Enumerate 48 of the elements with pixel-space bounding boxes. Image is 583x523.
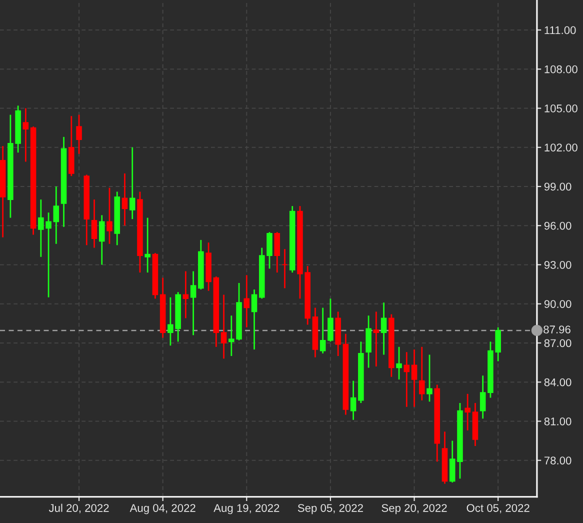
- ref-line-label: 87.96: [544, 326, 570, 334]
- candlestick: [366, 314, 372, 368]
- y-tick-label: 87.00: [544, 339, 572, 348]
- candlestick: [22, 108, 29, 162]
- x-tick-label: Aug 04, 2022: [130, 504, 196, 514]
- y-tick-label: 93.00: [544, 260, 572, 269]
- candlestick: [91, 198, 98, 248]
- y-tick-label: 102.00: [544, 144, 578, 152]
- y-tick-label: 108.00: [544, 65, 578, 74]
- candlestick: [464, 393, 470, 432]
- x-tick-label: Aug 19, 2022: [214, 504, 280, 514]
- candlestick: [182, 270, 189, 319]
- x-tick-label: Jul 20, 2022: [48, 504, 109, 514]
- candlestick: [244, 274, 250, 328]
- candlestick: [98, 214, 105, 266]
- candlestick: [129, 146, 136, 220]
- x-tick-label: Oct 05, 2022: [466, 504, 530, 514]
- y-tick-label: 84.00: [544, 378, 572, 386]
- candlestick: [404, 351, 410, 408]
- candlestick: [53, 186, 60, 245]
- y-tick-label: 99.00: [544, 182, 572, 191]
- y-tick-label: 96.00: [544, 222, 572, 230]
- candlestick: [76, 114, 82, 155]
- y-tick-label: 105.00: [544, 104, 578, 112]
- candlestick: [320, 307, 326, 354]
- candlestick: [274, 231, 280, 274]
- candlestick: [144, 217, 150, 274]
- candlestick: [251, 288, 258, 350]
- candlestick: [396, 346, 402, 380]
- y-tick-label: 111.00: [544, 26, 576, 34]
- candlestick: [426, 354, 432, 402]
- candlestick: [411, 348, 418, 408]
- x-tick-label: Sep 20, 2022: [382, 504, 447, 514]
- candlestick: [122, 172, 128, 226]
- candlestick: [380, 302, 387, 356]
- candlestick: [220, 294, 227, 360]
- candlestick: [106, 187, 112, 245]
- y-tick-label: 78.00: [544, 456, 572, 464]
- y-tick-label: 81.00: [544, 417, 572, 426]
- candlestick: [328, 298, 334, 342]
- candlestick: [282, 248, 288, 289]
- y-tick-label: 90.00: [544, 300, 572, 308]
- candlestick: [480, 374, 486, 420]
- candlestick: [190, 270, 196, 336]
- candlestick: [418, 346, 425, 402]
- x-tick-label: Sep 05, 2022: [298, 504, 363, 514]
- candlestick: [373, 310, 380, 368]
- candlestick: [350, 380, 356, 421]
